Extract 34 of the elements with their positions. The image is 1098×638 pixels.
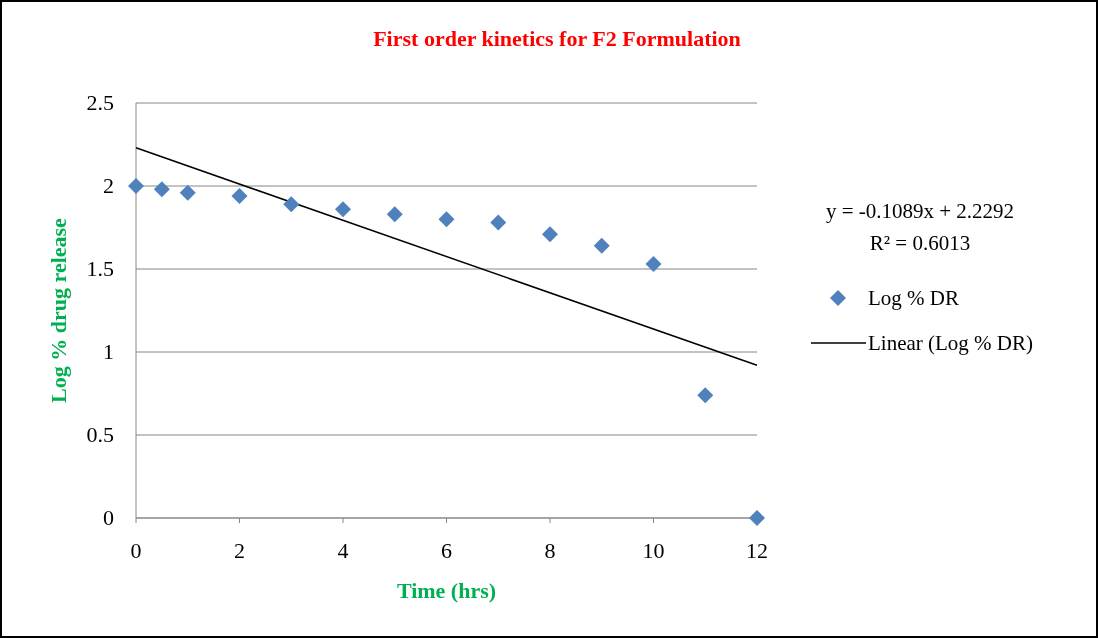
point	[490, 214, 507, 231]
point	[593, 237, 610, 254]
x-tick-label: 2	[234, 538, 245, 563]
legend-label: Log % DR	[868, 286, 959, 310]
x-tick-label: 10	[642, 538, 665, 563]
point	[749, 510, 765, 526]
point	[386, 206, 403, 223]
y-tick-label: 0	[103, 505, 114, 530]
text: y = -0.1089x + 2.2292	[825, 199, 1015, 223]
point	[542, 226, 558, 243]
y-tick-label: 2.5	[86, 90, 114, 115]
point	[283, 196, 300, 213]
x-tick-label: 6	[441, 538, 452, 563]
y-axis-title: Log % drug release	[46, 217, 71, 403]
chart-title: First order kinetics for F2 Formulation	[373, 26, 741, 51]
y-tick-label: 0.5	[86, 422, 114, 447]
y-tick-label: 2	[103, 173, 114, 198]
x-tick-label: 8	[544, 538, 556, 563]
point	[335, 201, 351, 218]
y-tick-label: 1	[103, 339, 114, 364]
point	[231, 187, 248, 204]
y-tick-label: 1.5	[86, 256, 114, 281]
x-tick-label: 12	[746, 538, 768, 563]
text: R² = 0.6013	[869, 231, 971, 255]
legend-label: Linear (Log % DR)	[868, 331, 1034, 355]
point	[697, 387, 714, 404]
point	[438, 211, 455, 228]
point	[153, 181, 170, 198]
point	[179, 184, 196, 201]
point	[645, 256, 662, 273]
x-axis-title: Time (hrs)	[396, 578, 497, 603]
x-tick-label: 4	[337, 538, 349, 563]
point	[128, 178, 144, 194]
x-tick-label: 0	[130, 538, 142, 563]
